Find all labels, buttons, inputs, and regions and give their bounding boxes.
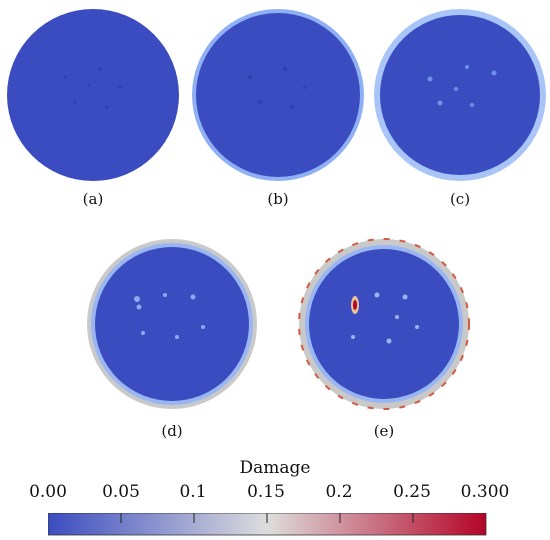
- colorbar-tick-label: 0.1: [179, 482, 207, 502]
- colorbar-title: Damage: [239, 458, 311, 478]
- panel-label-b: (b): [267, 190, 289, 208]
- panel-label-c: (c): [449, 190, 471, 208]
- panel-label-e: (e): [373, 422, 395, 440]
- colorbar-tick-label: 0.300: [460, 482, 510, 502]
- panel-label-a: (a): [82, 190, 104, 208]
- colorbar-tick-label: 0.05: [102, 482, 140, 502]
- colorbar-tick-label: 0.25: [393, 482, 431, 502]
- damage-disc-b: [192, 9, 364, 181]
- colorbar-tick-label: 0.00: [29, 482, 67, 502]
- damage-disc-d: [87, 239, 257, 409]
- damage-disc-a: [7, 9, 179, 181]
- colorbar-tick-label: 0.15: [247, 482, 285, 502]
- colorbar-tick-label: 0.2: [325, 482, 353, 502]
- panel-label-d: (d): [161, 422, 183, 440]
- damage-disc-e: [298, 238, 470, 410]
- colorbar: [48, 513, 487, 536]
- damage-disc-c: [374, 9, 546, 181]
